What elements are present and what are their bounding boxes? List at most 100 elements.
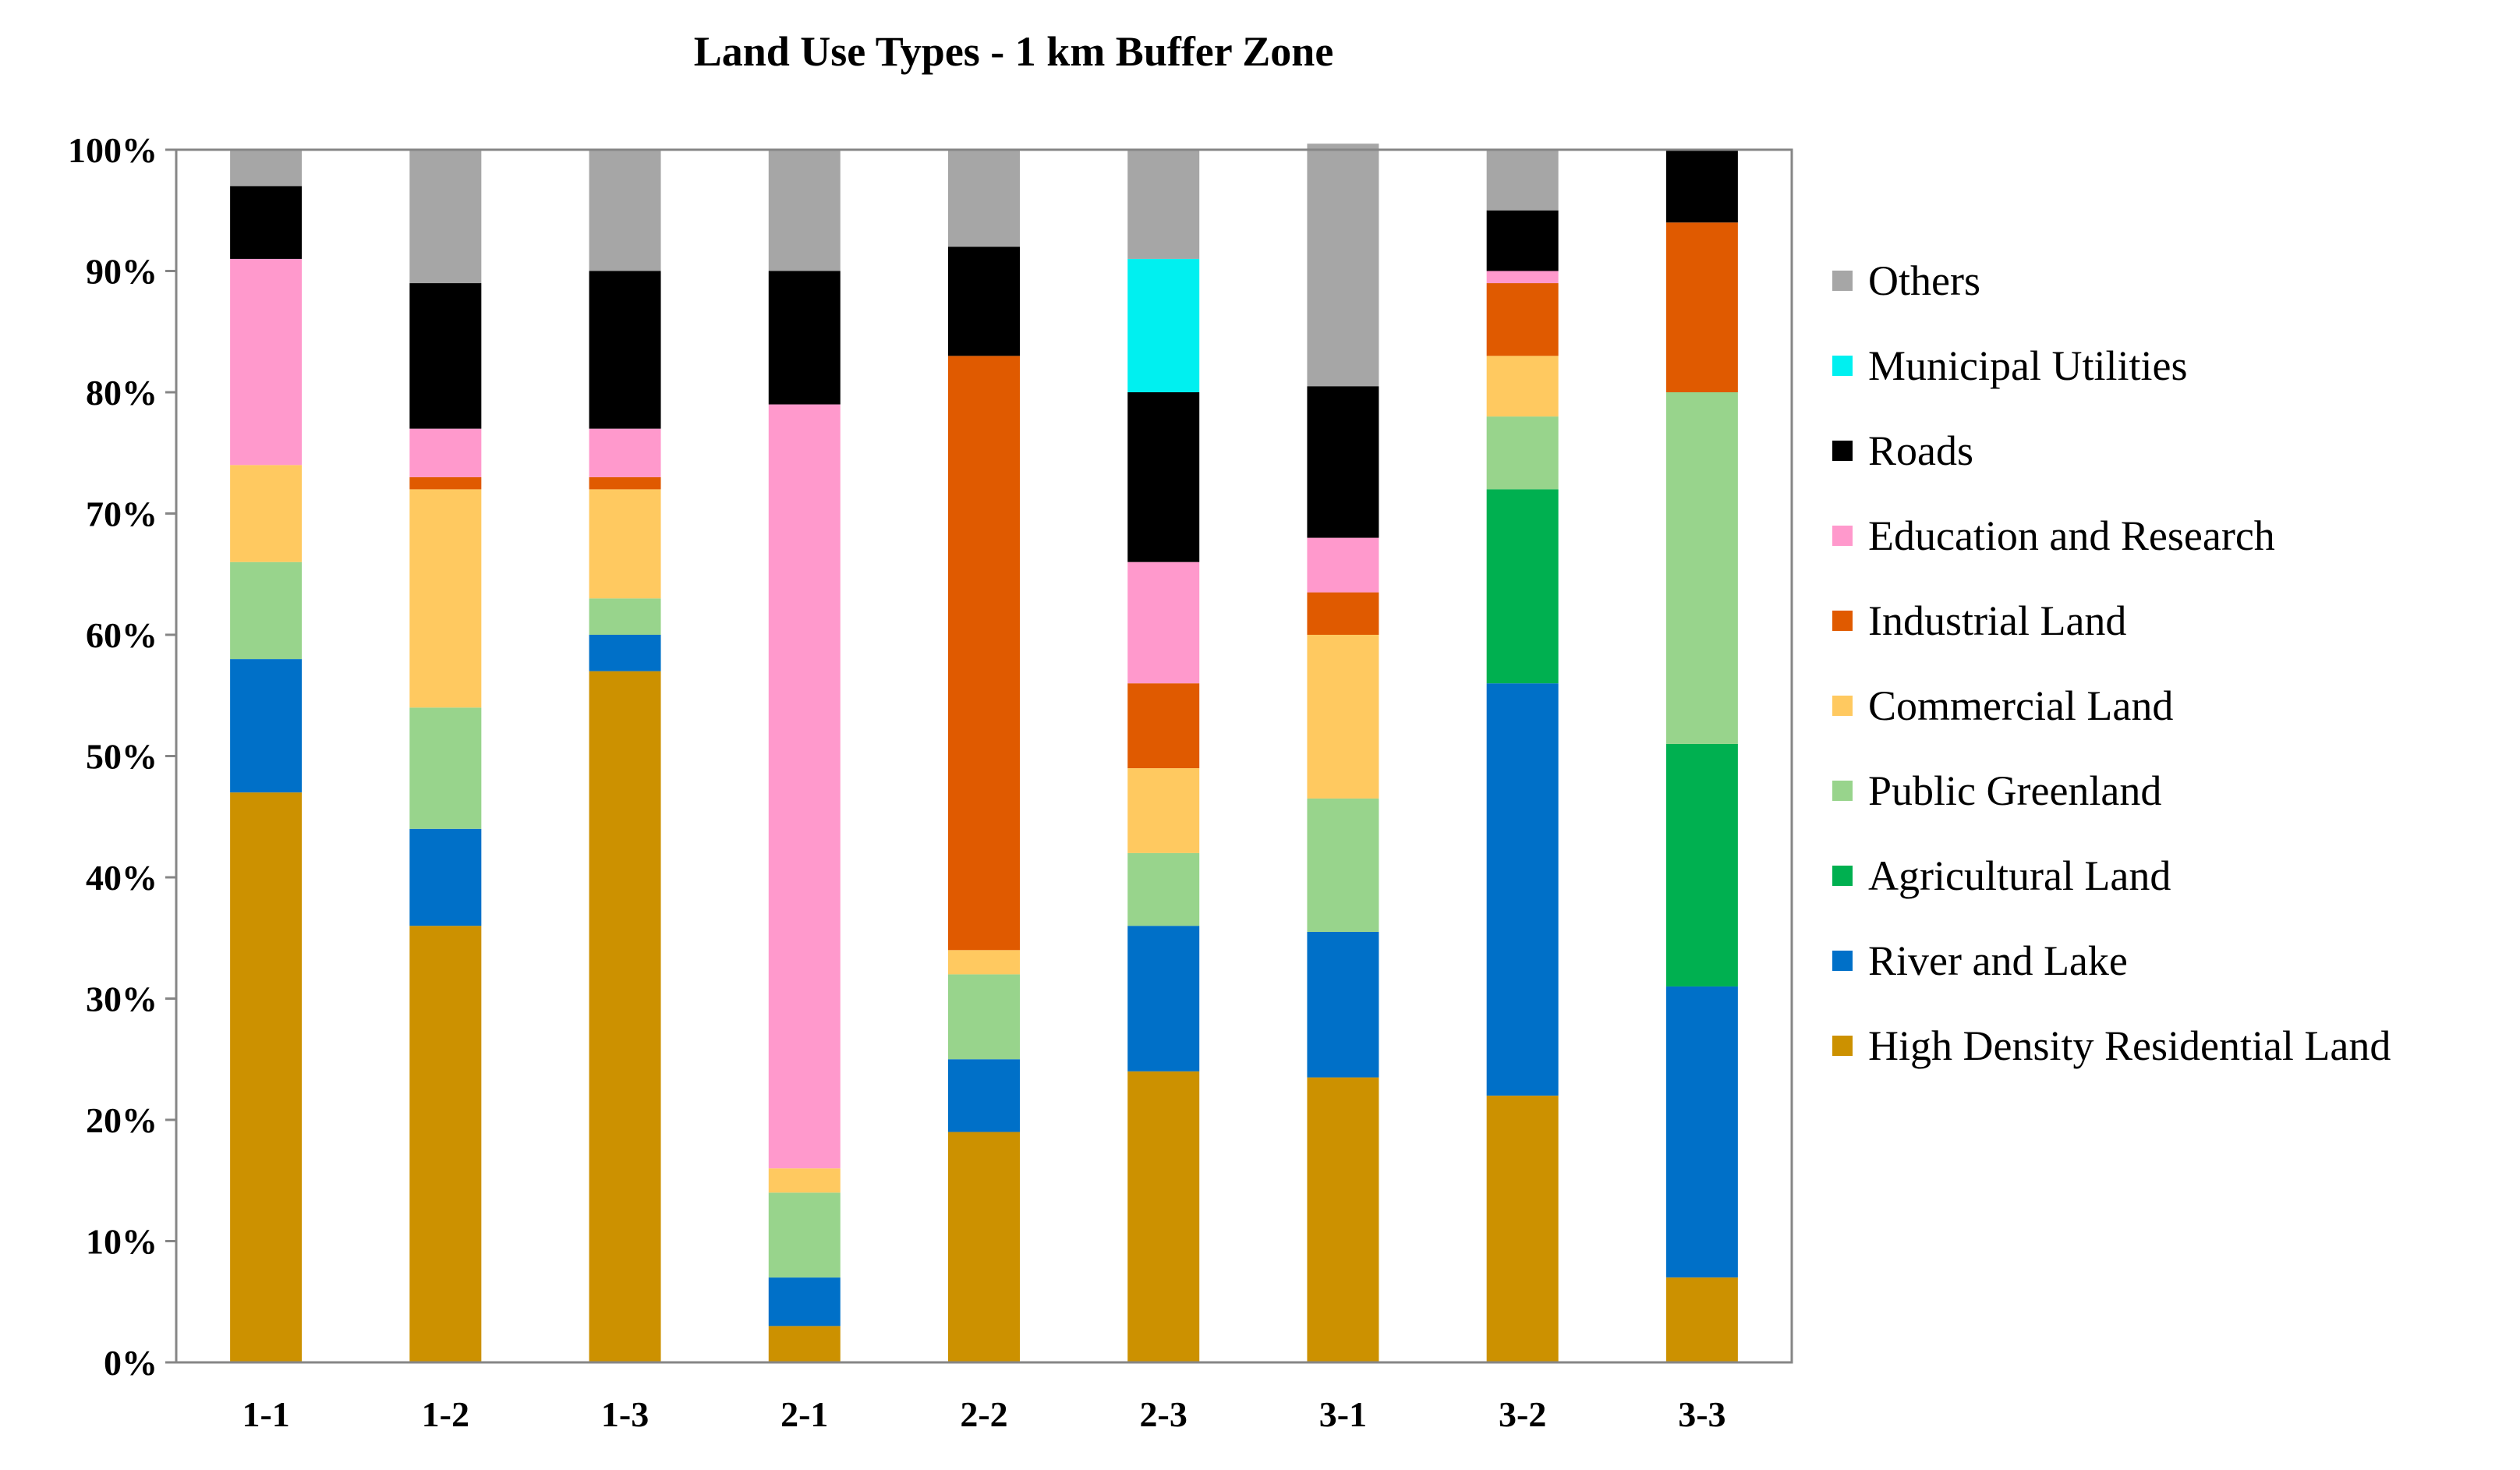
bar-segment (948, 950, 1020, 975)
chart-title: Land Use Types - 1 km Buffer Zone (694, 28, 1334, 75)
bar-segment (1486, 283, 1559, 356)
bar-segment (1307, 1077, 1379, 1362)
x-tick-label: 2-3 (1140, 1394, 1187, 1434)
legend-swatch (1832, 696, 1853, 716)
bar-segment (1127, 1071, 1200, 1362)
y-tick-label: 40% (86, 858, 158, 898)
legend-label: Industrial Land (1868, 597, 2126, 644)
bar-segment (589, 598, 661, 635)
legend-label: High Density Residential Land (1868, 1022, 2391, 1069)
x-tick-label: 2-1 (780, 1394, 828, 1434)
bar-segment (948, 1059, 1020, 1132)
y-tick-label: 90% (86, 252, 158, 292)
bar-segment (1307, 537, 1379, 593)
x-tick-label: 3-3 (1678, 1394, 1725, 1434)
bar-segment (589, 489, 661, 599)
bar-segment (1307, 931, 1379, 1078)
y-tick-label: 30% (86, 979, 158, 1019)
bar-segment (1127, 392, 1200, 562)
bar-segment (589, 150, 661, 271)
bar-segment (1127, 683, 1200, 769)
x-tick-label: 1-1 (242, 1394, 289, 1434)
bar-segment (1665, 150, 1738, 223)
bar-segment (409, 150, 482, 284)
bar-segment (1665, 222, 1738, 392)
legend-label: Others (1868, 257, 1980, 304)
bar-segment (230, 561, 303, 660)
legend-label: River and Lake (1868, 937, 2128, 984)
bar-segment (1486, 210, 1559, 271)
y-tick-label: 20% (86, 1100, 158, 1140)
bar-segment (1127, 852, 1200, 926)
bar-segment (589, 476, 661, 490)
bar-segment (768, 1168, 841, 1193)
bar-segment (409, 828, 482, 926)
bar-segment (1307, 143, 1379, 387)
bar-segment (1127, 150, 1200, 259)
bar-segment (1665, 986, 1738, 1278)
legend-swatch (1832, 441, 1853, 461)
bar-segment (768, 150, 841, 271)
legend-label: Agricultural Land (1868, 852, 2171, 899)
bar-segment (409, 428, 482, 477)
bar-segment (768, 271, 841, 405)
legend-label: Education and Research (1868, 512, 2275, 559)
bar-segment (1665, 1277, 1738, 1362)
bar-segment (230, 258, 303, 466)
bar-segment (1307, 635, 1379, 799)
legend-label: Commercial Land (1868, 682, 2173, 729)
y-tick-label: 60% (86, 615, 158, 655)
y-axis: 0% 10% 20% 30% 40% 50% 60% 70% 80% 90% 100% (68, 130, 176, 1383)
bar-segment (1486, 356, 1559, 417)
bar-segment (1486, 683, 1559, 1096)
y-tick-label: 100% (68, 130, 158, 170)
x-tick-label: 1-2 (422, 1394, 469, 1434)
legend-swatch (1832, 271, 1853, 291)
bar-segment (409, 283, 482, 429)
bar-segment (1307, 592, 1379, 635)
bar-segment (768, 1277, 841, 1327)
bar-segment (1665, 392, 1738, 744)
x-tick-label: 2-2 (960, 1394, 1007, 1434)
bar-segment (589, 271, 661, 429)
bar-segment (230, 186, 303, 259)
bars (230, 143, 1738, 1362)
bar-segment (230, 150, 303, 186)
y-tick-label: 50% (86, 737, 158, 777)
bar-segment (230, 659, 303, 793)
x-tick-label: 1-3 (601, 1394, 649, 1434)
bar-segment (948, 150, 1020, 247)
y-tick-label: 80% (86, 373, 158, 413)
bar-segment (1127, 561, 1200, 684)
bar-segment (409, 707, 482, 829)
bar-segment (1307, 386, 1379, 538)
bar-segment (768, 1192, 841, 1278)
plot-area-frame (175, 148, 1793, 1364)
legend-swatch (1832, 611, 1853, 631)
bar-segment (1127, 768, 1200, 853)
bar-segment (948, 974, 1020, 1060)
bar-segment (1127, 258, 1200, 392)
bar-segment (948, 356, 1020, 951)
bar-segment (409, 476, 482, 490)
legend-swatch (1832, 781, 1853, 801)
bar-segment (230, 792, 303, 1362)
bar-segment (1665, 743, 1738, 986)
bar-segment (948, 1132, 1020, 1362)
x-tick-label: 3-1 (1319, 1394, 1367, 1434)
legend-swatch (1832, 1036, 1853, 1056)
y-tick-label: 0% (104, 1343, 158, 1383)
x-tick-label: 3-2 (1499, 1394, 1546, 1434)
bar-segment (1486, 1095, 1559, 1362)
legend-label: Public Greenland (1868, 767, 2161, 814)
bar-segment (589, 428, 661, 477)
bar-segment (1307, 798, 1379, 932)
legend-swatch (1832, 951, 1853, 971)
bar-segment (409, 926, 482, 1362)
bar-segment (948, 246, 1020, 356)
legend-swatch (1832, 866, 1853, 886)
x-axis: 1-1 1-2 1-3 2-1 2-2 2-3 3-1 3-2 3-3 (242, 1394, 1725, 1434)
bar-segment (589, 671, 661, 1362)
